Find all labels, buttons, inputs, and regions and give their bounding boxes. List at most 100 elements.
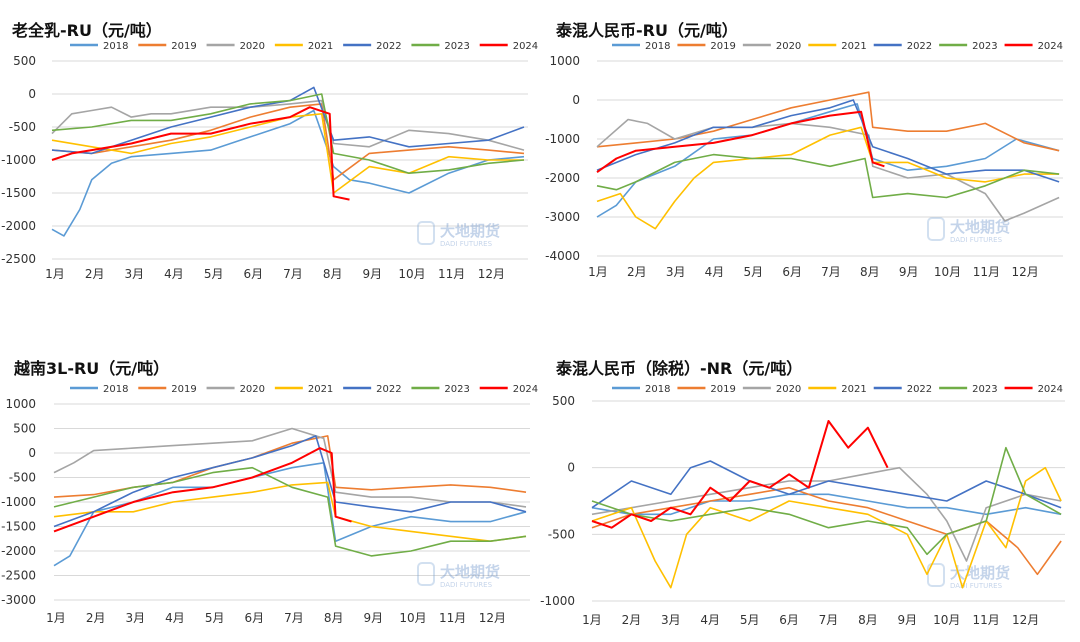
x-tick-label: 8月 [324,611,344,625]
watermark-cn: 大地期货 [440,563,500,581]
x-tick-label: 5月 [744,265,764,279]
series-line-2019 [591,486,1062,576]
legend-label: 2021 [308,384,333,395]
series-line-2021 [591,466,1062,589]
watermark-logo-icon [927,217,945,241]
x-tick-label: 2月 [627,265,647,279]
legend-label: 2018 [645,384,670,395]
x-tick-label: 10月 [933,613,960,627]
x-tick-label: 2月 [86,611,106,625]
series-line-2023 [51,93,525,174]
x-tick-label: 11月 [439,611,466,625]
x-tick-label: 4月 [164,267,184,281]
series-line-2021 [596,126,1060,230]
chart-title: 老全乳-RU（元/吨） [11,21,162,40]
x-tick-label: 4月 [165,611,185,625]
x-tick-label: 11月 [973,265,1000,279]
x-tick-label: 10月 [399,611,426,625]
x-tick-label: 3月 [661,613,681,627]
legend-label: 2022 [907,41,932,52]
x-tick-label: 5月 [205,611,225,625]
x-tick-label: 6月 [779,613,799,627]
x-tick-label: 6月 [782,265,802,279]
y-tick-label: -1000 [540,594,575,608]
y-tick-label: -500 [9,120,36,134]
y-tick-label: -2500 [1,569,36,583]
x-tick-label: 11月 [973,613,1000,627]
x-tick-label: 2月 [622,613,642,627]
y-tick-label: -3000 [545,210,580,224]
series-line-2021 [51,113,524,194]
series-line-2023 [53,466,527,557]
legend-label: 2018 [103,384,128,395]
series-line-2023 [591,446,1062,556]
x-tick-label: 12月 [1012,613,1039,627]
y-tick-label: -500 [9,471,36,485]
chart-3: 越南3L-RU（元/吨） 2018 2019 2020 2021 2022 2023 2024… [1,359,538,625]
watermark-en: DADI FUTURES [950,236,1003,244]
series-line-2018 [53,461,527,567]
series-line-2020 [53,427,527,508]
x-tick-label: 3月 [126,611,146,625]
x-tick-label: 7月 [819,613,839,627]
y-tick-label: -3000 [1,593,36,607]
series-line-2024 [591,420,889,529]
legend-label: 2020 [240,41,265,52]
legend-label: 2019 [171,41,196,52]
y-tick-label: 500 [13,54,36,68]
legend-label: 2022 [907,384,932,395]
watermark-cn: 大地期货 [950,218,1010,236]
legend-label: 2019 [171,384,196,395]
series-line-2018 [591,493,1062,516]
x-tick-label: 8月 [860,265,880,279]
x-tick-label: 4月 [700,613,720,627]
legend-label: 2020 [776,384,801,395]
chart-title: 越南3L-RU（元/吨） [13,359,169,378]
series-line-2022 [51,86,525,155]
legend-label: 2024 [513,384,538,395]
y-tick-label: -1500 [1,186,36,200]
legend-label: 2021 [308,41,333,52]
legend-label: 2019 [710,384,735,395]
x-tick-label: 12月 [479,611,506,625]
chart-title: 泰混人民币（除税）-NR（元/吨） [555,359,802,378]
y-tick-label: -1500 [1,520,36,534]
x-tick-label: 8月 [858,613,878,627]
y-tick-label: -500 [548,527,575,541]
y-tick-label: 1000 [549,54,580,68]
x-tick-label: 5月 [204,267,224,281]
x-tick-label: 7月 [284,611,304,625]
legend-label: 2023 [444,41,469,52]
series-line-2023 [596,153,1060,199]
y-tick-label: -4000 [545,249,580,263]
x-tick-label: 10月 [398,267,425,281]
legend-label: 2022 [376,41,401,52]
series-line-2021 [53,481,527,543]
y-tick-label: -1000 [1,153,36,167]
series-line-2024 [596,110,885,174]
legend-label: 2021 [841,384,866,395]
watermark-en: DADI FUTURES [950,582,1003,590]
x-tick-label: 12月 [478,267,505,281]
series-line-2020 [591,466,1062,562]
legend-label: 2019 [710,41,735,52]
x-tick-label: 5月 [740,613,760,627]
legend-label: 2024 [1038,384,1063,395]
series-line-2018 [51,109,525,237]
legend-label: 2024 [513,41,538,52]
x-tick-label: 3月 [666,265,686,279]
x-tick-label: 8月 [323,267,343,281]
series-line-2022 [596,99,1060,183]
y-tick-label: 1000 [5,397,36,411]
watermark-cn: 大地期货 [950,564,1010,582]
y-tick-label: -2000 [545,171,580,185]
x-tick-label: 4月 [705,265,725,279]
series-line-2018 [596,103,1060,218]
y-tick-label: -2000 [1,219,36,233]
x-tick-label: 6月 [245,611,265,625]
